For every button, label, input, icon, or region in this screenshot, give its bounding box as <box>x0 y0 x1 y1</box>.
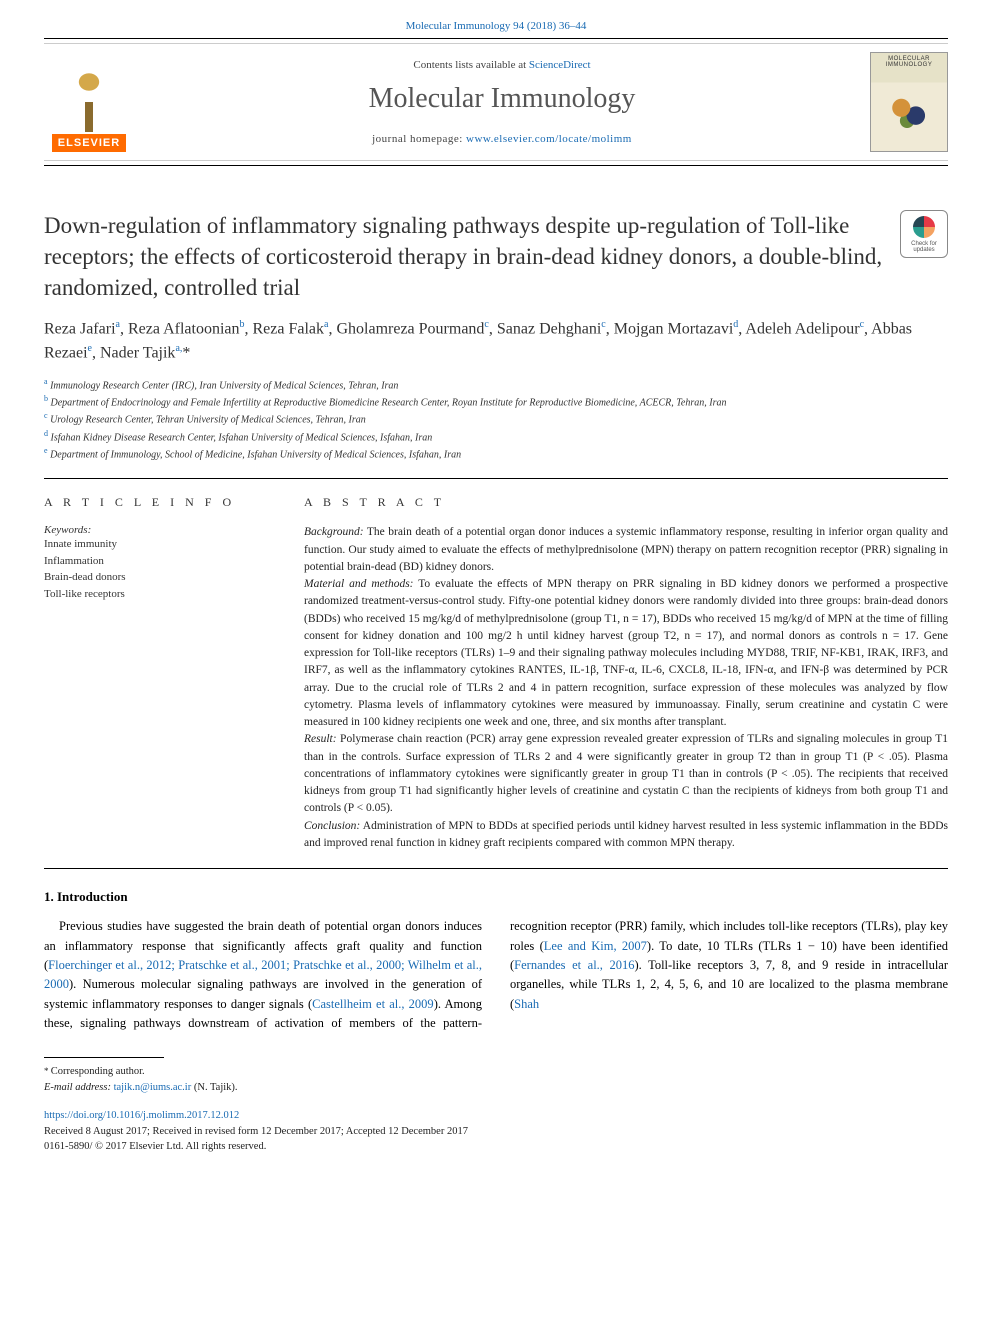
sciencedirect-link[interactable]: ScienceDirect <box>529 59 591 71</box>
contents-prefix: Contents lists available at <box>413 59 528 71</box>
citation-link[interactable]: Lee and Kim, 2007 <box>544 939 647 953</box>
article-title: Down-regulation of inflammatory signalin… <box>44 210 884 303</box>
abstract-section-text: Administration of MPN to BDDs at specifi… <box>304 820 948 849</box>
affiliation-item: d Isfahan Kidney Disease Research Center… <box>44 428 948 445</box>
citation-link[interactable]: Castellheim et al., 2009 <box>312 997 434 1011</box>
divider <box>44 478 948 479</box>
introduction-heading: 1. Introduction <box>44 889 948 905</box>
corresponding-marker: * <box>44 1066 51 1076</box>
journal-cover-image <box>881 87 939 139</box>
email-label: E-mail address: <box>44 1082 111 1093</box>
article-footer: * Corresponding author. E-mail address: … <box>44 1064 948 1155</box>
keyword-item: Brain-dead donors <box>44 569 274 586</box>
affiliation-item: b Department of Endocrinology and Female… <box>44 393 948 410</box>
keyword-item: Innate immunity <box>44 536 274 553</box>
intro-text: ). Among these, signaling pathways downs… <box>44 919 948 1030</box>
keyword-item: Toll-like receptors <box>44 586 274 603</box>
introduction-body: Previous studies have suggested the brai… <box>44 917 948 1033</box>
divider <box>44 868 948 869</box>
abstract-section-head: Conclusion: <box>304 820 360 832</box>
corresponding-email-link[interactable]: tajik.n@iums.ac.ir <box>114 1082 192 1093</box>
keywords-list: Innate immunityInflammationBrain-dead do… <box>44 536 274 602</box>
elsevier-logo[interactable]: ELSEVIER <box>44 52 134 152</box>
affiliation-item: a Immunology Research Center (IRC), Iran… <box>44 376 948 393</box>
keyword-item: Inflammation <box>44 553 274 570</box>
citation-link[interactable]: Fernandes et al., 2016 <box>514 958 634 972</box>
abstract-section-text: To evaluate the effects of MPN therapy o… <box>304 578 948 728</box>
journal-cover-thumbnail[interactable]: MOLECULAR IMMUNOLOGY <box>870 52 948 152</box>
footnote-divider <box>44 1057 164 1058</box>
citation-link[interactable]: Shah <box>514 997 539 1011</box>
received-dates: Received 8 August 2017; Received in revi… <box>44 1124 948 1140</box>
journal-homepage-line: journal homepage: www.elsevier.com/locat… <box>134 133 870 145</box>
journal-header: ELSEVIER Contents lists available at Sci… <box>44 38 948 166</box>
elsevier-tree-icon <box>54 62 124 132</box>
doi-link[interactable]: https://doi.org/10.1016/j.molimm.2017.12… <box>44 1110 239 1121</box>
abstract-section-text: Polymerase chain reaction (PCR) array ge… <box>304 733 948 814</box>
abstract-section-head: Background: <box>304 526 364 538</box>
journal-name: Molecular Immunology <box>134 83 870 115</box>
corresponding-author-label: Corresponding author. <box>51 1066 145 1077</box>
check-for-updates-button[interactable]: Check for updates <box>900 210 948 258</box>
article-info-heading: A R T I C L E I N F O <box>44 495 274 510</box>
affiliation-item: c Urology Research Center, Tehran Univer… <box>44 410 948 427</box>
homepage-prefix: journal homepage: <box>372 133 466 145</box>
elsevier-brand-text: ELSEVIER <box>52 134 126 152</box>
affiliation-item: e Department of Immunology, School of Me… <box>44 445 948 462</box>
crossmark-icon <box>913 216 935 238</box>
affiliations-list: a Immunology Research Center (IRC), Iran… <box>44 376 948 463</box>
journal-homepage-link[interactable]: www.elsevier.com/locate/molimm <box>466 133 632 145</box>
author-list: Reza Jafaria, Reza Aflatoonianb, Reza Fa… <box>44 317 948 366</box>
corresponding-name: (N. Tajik). <box>191 1082 237 1093</box>
check-updates-line2: updates <box>913 247 934 253</box>
journal-reference: Molecular Immunology 94 (2018) 36–44 <box>44 20 948 32</box>
abstract-section-head: Material and methods: <box>304 578 414 590</box>
abstract-heading: A B S T R A C T <box>304 495 948 510</box>
copyright-line: 0161-5890/ © 2017 Elsevier Ltd. All righ… <box>44 1139 948 1155</box>
keywords-label: Keywords: <box>44 524 274 536</box>
abstract-section-head: Result: <box>304 733 337 745</box>
intro-text: inflammatory responses to danger signals… <box>92 997 312 1011</box>
contents-available-line: Contents lists available at ScienceDirec… <box>134 59 870 71</box>
abstract-body: Background: The brain death of a potenti… <box>304 524 948 852</box>
abstract-section-text: The brain death of a potential organ don… <box>304 526 948 573</box>
journal-cover-title: MOLECULAR IMMUNOLOGY <box>871 53 947 71</box>
